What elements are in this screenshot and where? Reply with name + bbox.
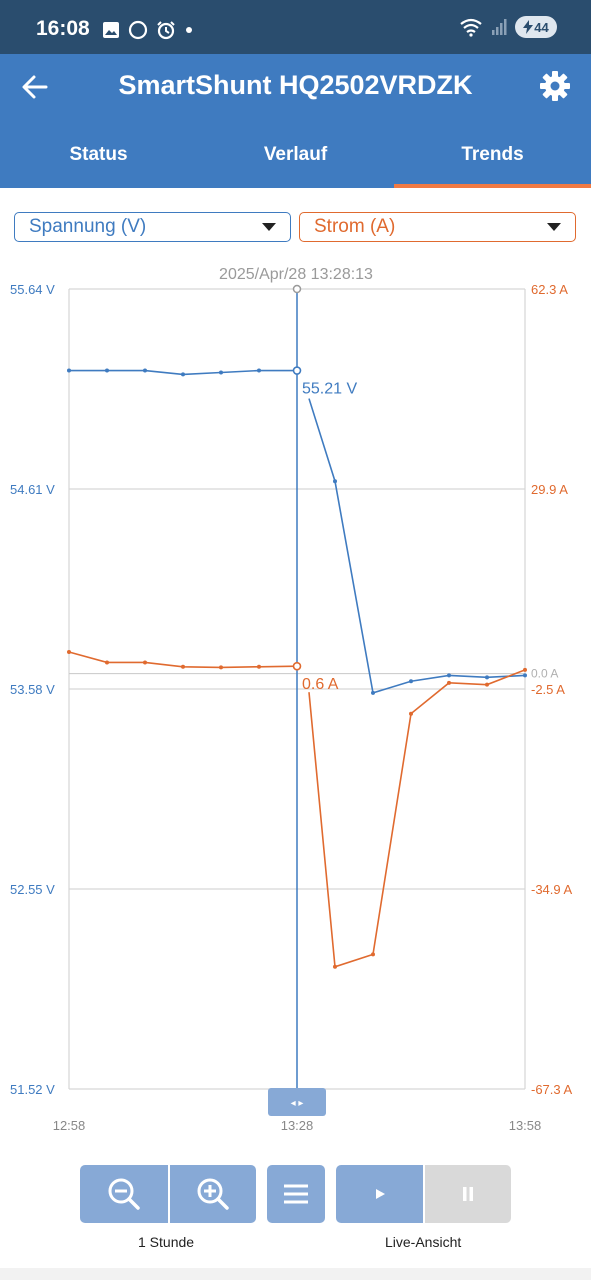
page-title: SmartShunt HQ2502VRDZK: [118, 70, 473, 100]
current-data-point: [219, 665, 223, 670]
circle-icon: [128, 20, 148, 40]
voltage-data-point: [409, 679, 413, 684]
voltage-data-point: [523, 673, 527, 678]
current-cursor-marker: [292, 661, 302, 671]
play-icon: [375, 1189, 385, 1199]
back-arrow-icon[interactable]: [20, 72, 50, 102]
y-left-tick-label: 51.52 V: [10, 1082, 55, 1097]
current-data-point: [143, 660, 147, 665]
tab-trends[interactable]: Trends: [394, 134, 591, 188]
image-icon: [103, 22, 119, 38]
chevron-down-icon: [547, 223, 561, 231]
cursor-drag-handle[interactable]: [268, 1088, 326, 1116]
zoom-level-label: 1 Stunde: [138, 1234, 195, 1250]
tab-bar: Status Verlauf Trends: [0, 134, 591, 188]
y-right-tick-label: -67.3 A: [531, 1082, 573, 1097]
current-data-point: [105, 660, 109, 665]
voltage-cursor-marker: [292, 366, 302, 375]
y-left-tick-label: 52.55 V: [10, 882, 55, 897]
y-right-tick-label: -34.9 A: [531, 882, 573, 897]
y-right-tick-label: 29.9 A: [531, 482, 568, 497]
dot-icon: [186, 27, 192, 33]
voltage-data-point: [257, 368, 261, 373]
chevron-down-icon: [262, 223, 276, 231]
pause-button[interactable]: [425, 1165, 511, 1223]
x-tick-label: 12:58: [53, 1118, 86, 1133]
zoom-out-button[interactable]: [80, 1165, 168, 1223]
charging-bolt-icon: [523, 20, 534, 34]
voltage-selector-label: Spannung (V): [29, 216, 147, 237]
y-left-tick-label: 55.64 V: [10, 282, 55, 297]
voltage-data-point: [333, 479, 337, 484]
x-tick-label: 13:28: [281, 1118, 314, 1133]
voltage-data-point: [371, 690, 375, 695]
current-selector-label: Strom (A): [314, 216, 396, 237]
current-data-point: [181, 664, 185, 669]
current-data-point: [371, 952, 375, 957]
drag-handle-arrows: ◂ ▸: [291, 1098, 304, 1109]
current-data-point: [257, 664, 261, 669]
x-tick-label: 13:58: [509, 1118, 542, 1133]
tab-verlauf[interactable]: Verlauf: [263, 144, 328, 165]
current-data-point: [333, 964, 337, 969]
y-left-tick-label: 53.58 V: [10, 682, 55, 697]
alarm-icon: [157, 21, 175, 40]
voltage-data-point: [219, 370, 223, 375]
battery-level: 44: [534, 19, 549, 35]
current-selector[interactable]: Strom (A): [299, 212, 576, 242]
voltage-series-line: [308, 398, 526, 694]
voltage-data-point: [181, 372, 185, 377]
voltage-data-point: [143, 368, 147, 373]
signal-icon: [492, 19, 507, 35]
system-icons: 44: [459, 16, 557, 38]
zoom-in-icon: [197, 1178, 229, 1210]
wifi-icon: [460, 18, 482, 37]
voltage-selector[interactable]: Spannung (V): [14, 212, 291, 242]
battery-indicator: 44: [515, 16, 557, 38]
gear-icon[interactable]: [539, 70, 571, 102]
zero-current-label: 0.0 A: [531, 667, 558, 681]
y-right-tick-label: -2.5 A: [531, 682, 565, 697]
zoom-in-button[interactable]: [170, 1165, 256, 1223]
pause-icon: [463, 1187, 473, 1201]
voltage-data-point: [485, 675, 489, 680]
trend-chart[interactable]: 55.64 V 62.3 A 54.61 V 29.9 A 53.58 V -2.5 A 5…: [0, 250, 591, 1150]
cursor-top-marker: [292, 284, 302, 294]
menu-icon: [284, 1184, 308, 1204]
clock: 16:08: [36, 17, 90, 40]
tab-status[interactable]: Status: [69, 144, 128, 165]
voltage-data-point: [67, 368, 71, 373]
menu-button[interactable]: [267, 1165, 325, 1223]
chart-controls: [0, 1165, 591, 1225]
current-data-point: [485, 682, 489, 687]
app-bar: SmartShunt HQ2502VRDZK Status Verlauf Tr…: [0, 54, 591, 188]
status-bar: 16:08 44: [0, 0, 591, 54]
zoom-out-icon: [108, 1178, 140, 1210]
voltage-cursor-value: 55.21 V: [302, 381, 357, 398]
play-button[interactable]: [336, 1165, 423, 1223]
current-data-point: [67, 649, 71, 654]
cursor-timestamp: 2025/Apr/28 13:28:13: [219, 266, 373, 283]
y-left-tick-label: 54.61 V: [10, 482, 55, 497]
current-data-point: [447, 680, 451, 685]
y-right-tick-label: 62.3 A: [531, 282, 568, 297]
system-nav-bar: [0, 1268, 591, 1280]
current-cursor-value: 0.6 A: [302, 676, 339, 693]
voltage-data-point: [105, 368, 109, 373]
current-data-point: [523, 667, 527, 672]
current-series-line: [308, 669, 526, 968]
current-data-point: [409, 711, 413, 716]
live-view-label: Live-Ansicht: [385, 1234, 462, 1250]
voltage-data-point: [447, 673, 451, 678]
notification-icons: [102, 20, 194, 40]
